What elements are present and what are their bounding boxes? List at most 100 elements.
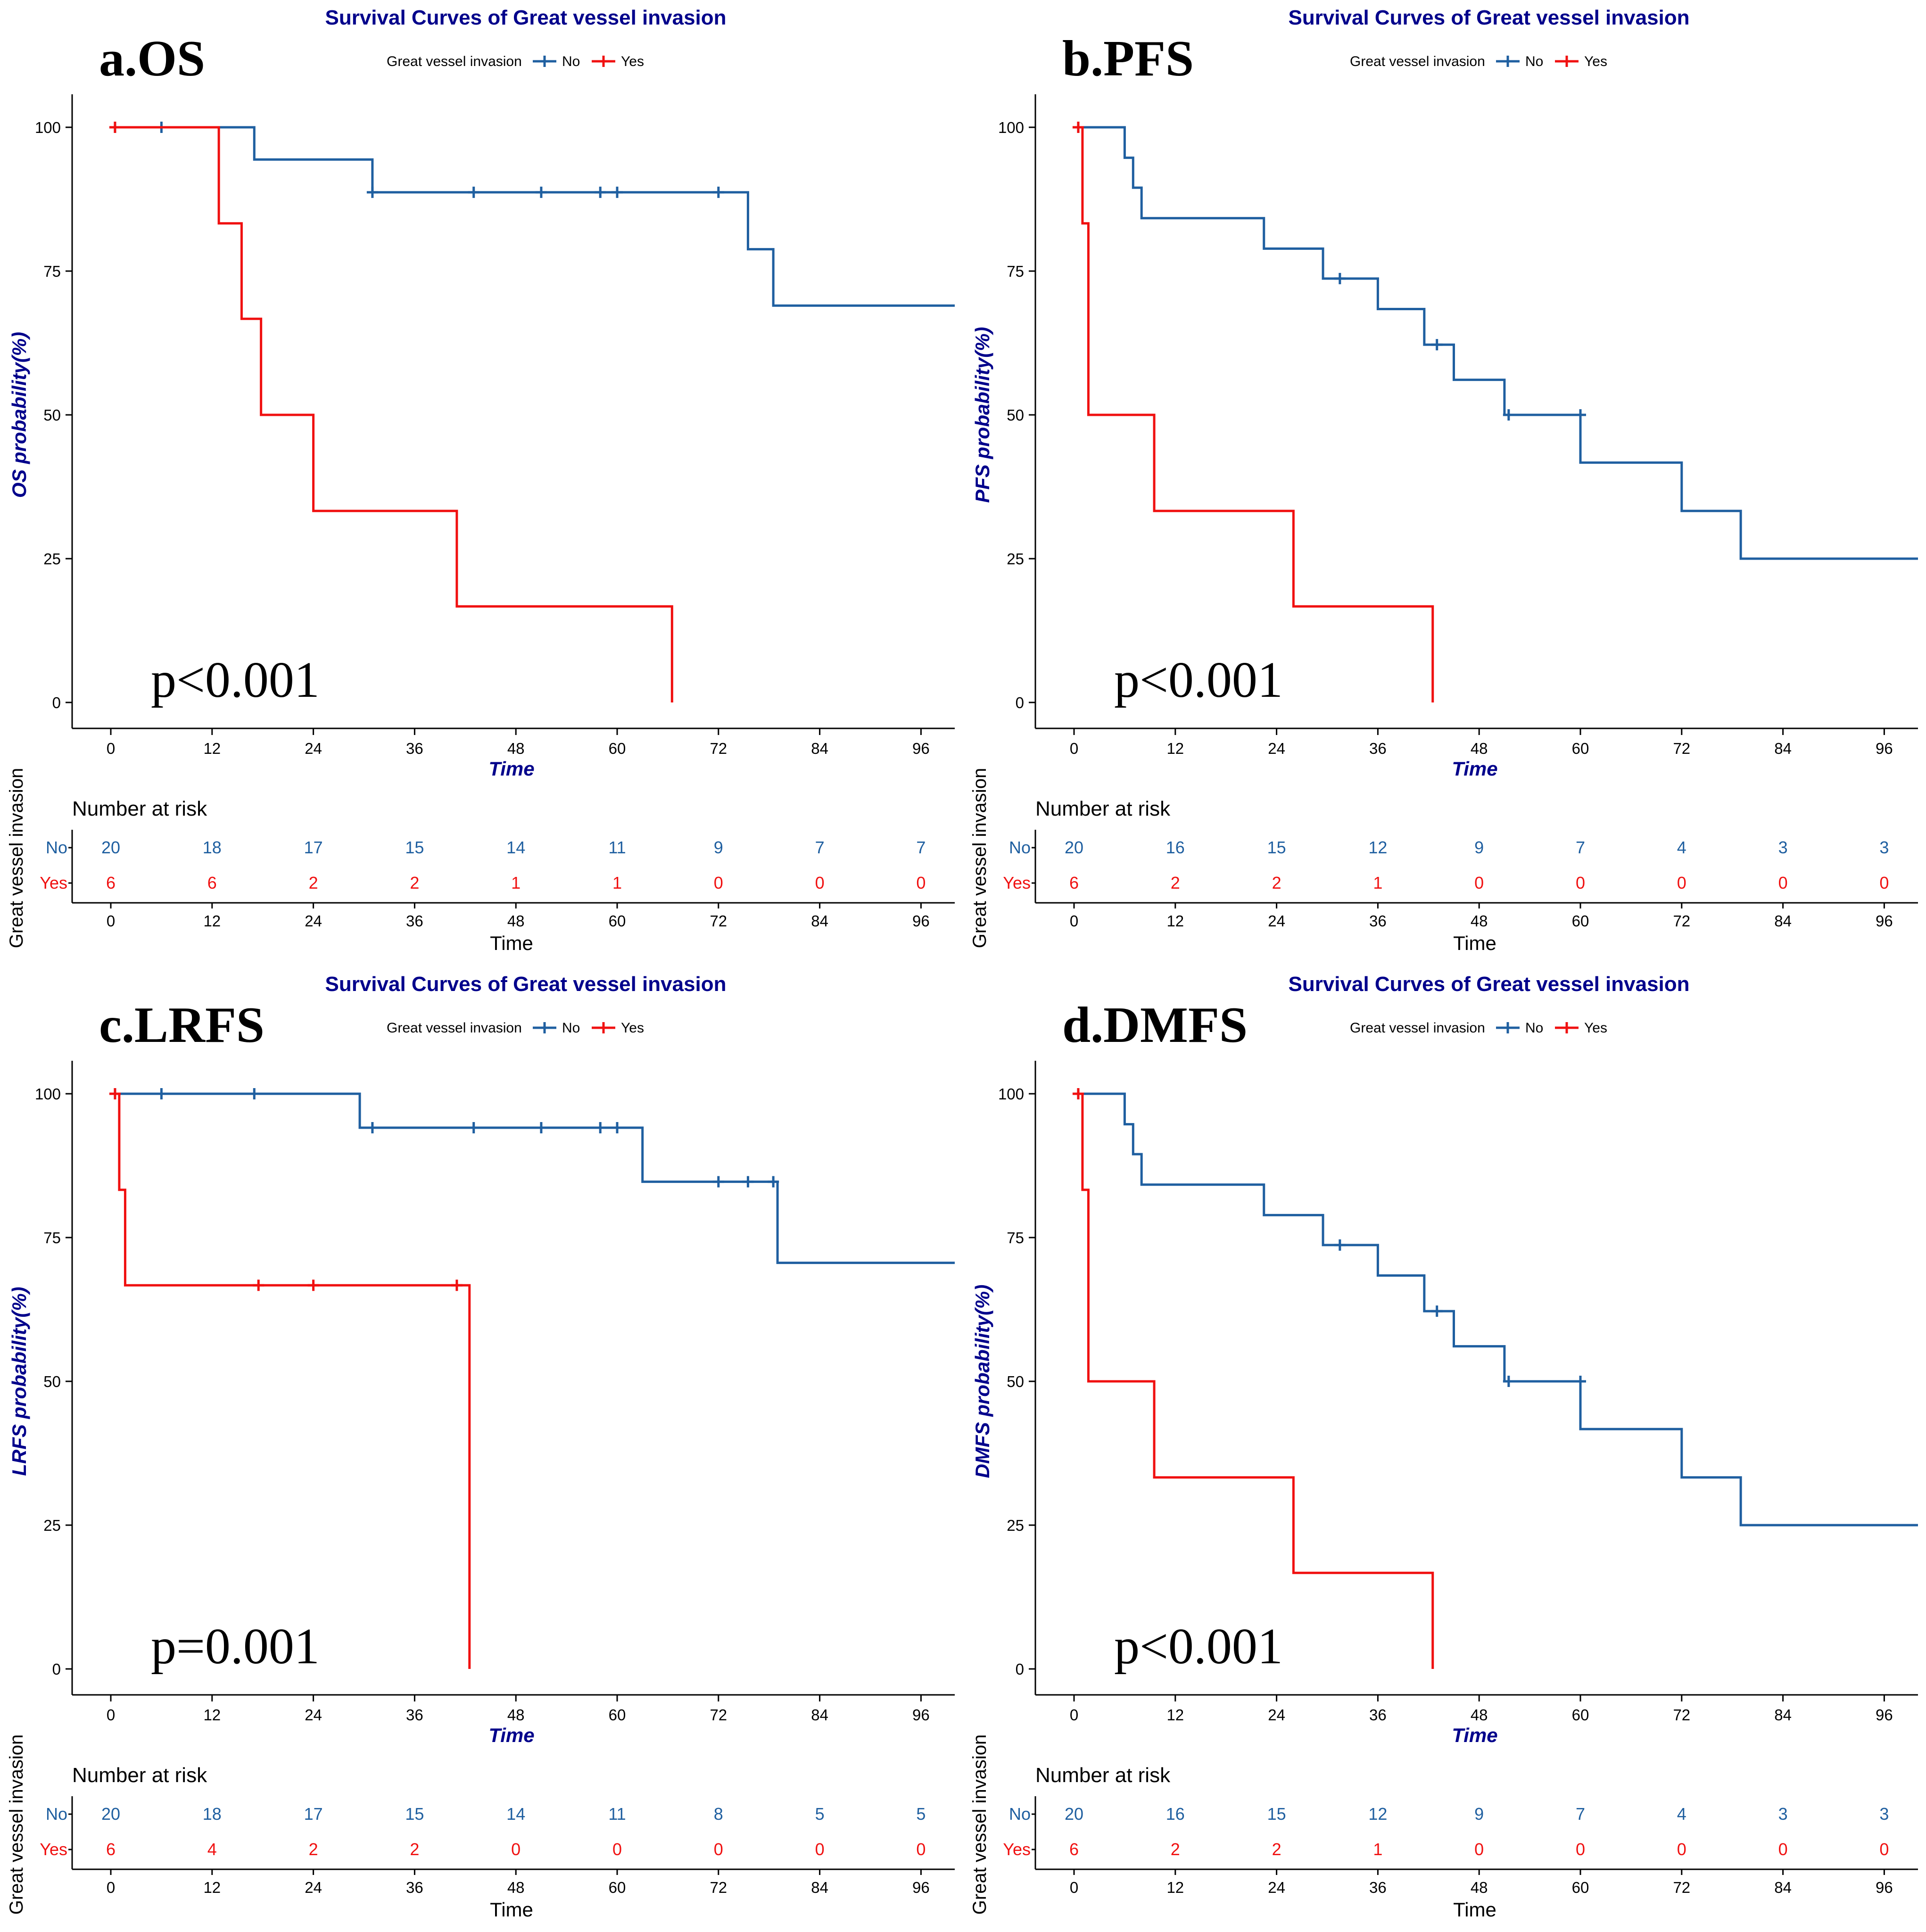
risk-count-yes: 6 — [1069, 1840, 1079, 1859]
censor-mark-no — [612, 1122, 623, 1133]
risk-x-tick-label: 36 — [406, 912, 423, 930]
risk-y-title: Great vessel invasion — [969, 1734, 990, 1915]
risk-count-no: 12 — [1368, 838, 1387, 857]
x-axis-title: Time — [488, 758, 534, 780]
x-tick-label: 0 — [107, 740, 115, 757]
risk-count-yes: 0 — [1474, 1840, 1484, 1859]
risk-count-yes: 0 — [1879, 1840, 1889, 1859]
risk-x-tick-label: 96 — [912, 912, 930, 930]
panel-label: b.PFS — [1062, 31, 1194, 87]
legend-label-no: No — [1525, 1020, 1543, 1036]
risk-count-no: 17 — [304, 1804, 323, 1824]
x-tick-label: 0 — [107, 1706, 115, 1724]
risk-count-yes: 2 — [1272, 873, 1281, 892]
legend-title: Great vessel invasion — [1350, 1020, 1485, 1036]
risk-count-yes: 0 — [714, 1840, 723, 1859]
y-tick-label: 25 — [1007, 1517, 1024, 1534]
risk-x-title: Time — [1453, 932, 1496, 954]
x-tick-label: 96 — [912, 740, 930, 757]
risk-row-label-yes: Yes — [1003, 1840, 1031, 1859]
risk-x-tick-label: 0 — [107, 912, 115, 930]
legend-label-no: No — [1525, 54, 1543, 69]
risk-x-title: Time — [1453, 1899, 1496, 1921]
risk-x-tick-label: 12 — [1166, 1879, 1184, 1896]
risk-count-yes: 4 — [207, 1840, 217, 1859]
risk-x-tick-label: 60 — [1572, 912, 1589, 930]
y-tick-label: 0 — [1016, 694, 1024, 711]
panel-label: c.LRFS — [99, 997, 265, 1053]
x-tick-label: 48 — [507, 740, 525, 757]
censor-mark-no — [1431, 339, 1443, 351]
x-tick-label: 36 — [406, 1706, 423, 1724]
y-tick-label: 50 — [1007, 1373, 1024, 1390]
risk-count-no: 3 — [1879, 1804, 1889, 1824]
y-axis-title: PFS probability(%) — [971, 327, 993, 503]
x-tick-label: 96 — [912, 1706, 930, 1724]
km-curve-yes — [111, 126, 673, 702]
x-axis-title: Time — [488, 1724, 534, 1746]
risk-x-tick-label: 0 — [1070, 1879, 1078, 1896]
y-tick-label: 0 — [52, 694, 61, 711]
km-curve-no — [1074, 1092, 1918, 1527]
y-tick-label: 50 — [1007, 406, 1024, 424]
x-tick-label: 36 — [1369, 740, 1387, 757]
risk-x-tick-label: 12 — [203, 912, 221, 930]
panel-2: Survival Curves of Great vessel invasion… — [969, 6, 1918, 954]
risk-x-tick-label: 24 — [305, 912, 322, 930]
x-tick-label: 24 — [305, 1706, 322, 1724]
risk-x-tick-label: 0 — [1070, 912, 1078, 930]
km-curve-no — [111, 1092, 955, 1264]
risk-count-no: 18 — [203, 838, 222, 857]
y-tick-label: 100 — [35, 119, 61, 136]
km-curve-yes — [1074, 126, 1434, 702]
risk-count-no: 17 — [304, 838, 323, 857]
censor-mark-yes — [109, 1088, 121, 1099]
risk-count-yes: 6 — [106, 1840, 116, 1859]
risk-count-no: 18 — [203, 1804, 222, 1824]
risk-count-no: 3 — [1778, 838, 1788, 857]
risk-count-no: 5 — [815, 1804, 825, 1824]
x-tick-label: 0 — [1070, 1706, 1078, 1724]
risk-count-no: 20 — [1065, 838, 1083, 857]
risk-x-tick-label: 24 — [1268, 1879, 1285, 1896]
risk-x-tick-label: 72 — [710, 912, 727, 930]
censor-mark-no — [535, 1122, 547, 1133]
y-tick-label: 0 — [52, 1660, 61, 1678]
censor-mark-no — [366, 186, 378, 198]
risk-table-title: Number at risk — [1035, 797, 1171, 820]
x-tick-label: 24 — [1268, 740, 1285, 757]
risk-x-tick-label: 12 — [1166, 912, 1184, 930]
risk-count-no: 16 — [1166, 838, 1185, 857]
risk-count-yes: 0 — [1778, 873, 1788, 892]
risk-count-no: 15 — [405, 838, 424, 857]
risk-count-no: 3 — [1879, 838, 1889, 857]
risk-count-yes: 1 — [612, 873, 622, 892]
risk-count-no: 15 — [1267, 1804, 1286, 1824]
risk-x-tick-label: 48 — [507, 912, 525, 930]
legend: Great vessel invasion No Yes — [387, 54, 644, 69]
risk-count-no: 11 — [608, 1804, 626, 1824]
censor-mark-no — [366, 1122, 378, 1133]
panel-1: Survival Curves of Great vessel invasion… — [6, 6, 955, 954]
risk-x-tick-label: 60 — [609, 912, 626, 930]
risk-table-title: Number at risk — [1035, 1764, 1171, 1787]
legend-label-yes: Yes — [621, 1020, 644, 1036]
x-tick-label: 48 — [1471, 740, 1488, 757]
risk-x-tick-label: 72 — [1673, 912, 1690, 930]
risk-y-title: Great vessel invasion — [6, 768, 27, 948]
risk-count-no: 20 — [101, 838, 120, 857]
risk-count-no: 15 — [405, 1804, 424, 1824]
risk-count-no: 5 — [916, 1804, 926, 1824]
risk-row-label-yes: Yes — [40, 1840, 67, 1859]
risk-count-no: 20 — [101, 1804, 120, 1824]
x-tick-label: 12 — [1166, 1706, 1184, 1724]
censor-mark-no — [612, 186, 623, 198]
y-tick-label: 50 — [43, 1373, 61, 1390]
risk-count-yes: 2 — [410, 873, 419, 892]
censor-mark-yes — [1072, 1088, 1084, 1099]
risk-count-yes: 6 — [1069, 873, 1079, 892]
x-axis-title: Time — [1452, 758, 1497, 780]
risk-count-no: 9 — [1474, 838, 1484, 857]
x-tick-label: 24 — [1268, 1706, 1285, 1724]
